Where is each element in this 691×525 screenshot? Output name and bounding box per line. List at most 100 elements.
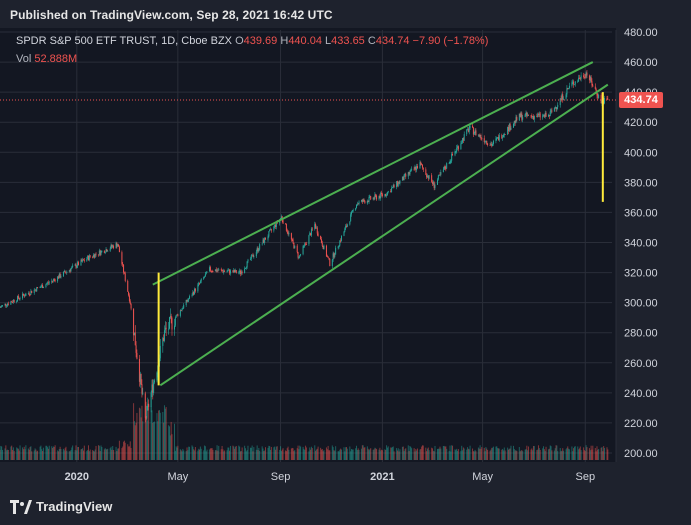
candle-body <box>17 296 19 302</box>
candle-body <box>214 269 216 272</box>
volume-bar <box>0 445 2 460</box>
volume-bar <box>495 446 497 460</box>
volume-bar <box>486 448 488 460</box>
volume-bar <box>521 450 523 460</box>
candle-body <box>193 292 195 295</box>
volume-bar <box>286 448 288 460</box>
volume-bar <box>94 449 96 460</box>
candle-body <box>606 98 608 99</box>
candle-body <box>83 260 85 261</box>
volume-bar <box>425 447 427 460</box>
candle-body <box>39 287 41 288</box>
volume-bar <box>415 449 417 460</box>
candle-body <box>69 270 71 272</box>
volume-bar <box>139 408 141 460</box>
candle-body <box>255 251 257 257</box>
volume-bar <box>302 446 304 460</box>
candle-body <box>361 199 363 202</box>
candle-body <box>232 270 234 273</box>
candle-body <box>468 128 470 132</box>
candle-body <box>239 270 241 273</box>
volume-bar <box>263 451 265 460</box>
candle-body <box>568 85 570 89</box>
volume-bar <box>508 448 510 460</box>
candle-body <box>392 185 394 188</box>
candle-body <box>30 290 32 295</box>
volume-bar <box>93 451 95 460</box>
volume-bar <box>329 450 331 460</box>
open-label: O <box>235 35 244 47</box>
candle-body <box>52 280 54 282</box>
candle-body <box>589 76 591 81</box>
candle-body <box>454 151 456 156</box>
tradingview-logo[interactable]: TradingView <box>10 499 112 514</box>
volume-bar <box>467 448 469 460</box>
volume-bar <box>548 449 550 460</box>
volume-bar <box>66 450 68 460</box>
volume-bar <box>282 448 284 460</box>
volume-bar <box>17 448 19 460</box>
volume-bar <box>226 450 228 460</box>
candle-body <box>244 268 246 269</box>
candle-body <box>251 254 253 256</box>
volume-bar <box>48 445 50 460</box>
candle-body <box>508 123 510 132</box>
candle-body <box>258 249 260 252</box>
candle-body <box>536 116 538 118</box>
candle-body <box>397 182 399 186</box>
candle-body <box>551 110 553 112</box>
volume-bar <box>431 447 433 460</box>
volume-bar <box>555 445 557 460</box>
candle-body <box>176 314 178 316</box>
last-price-tag: 434.74 <box>619 92 663 108</box>
volume-bar <box>204 446 206 460</box>
volume-bar <box>490 449 492 460</box>
volume-bar <box>187 450 189 460</box>
volume-bar <box>501 449 503 460</box>
volume-bar <box>414 451 416 460</box>
x-tick-label: Sep <box>575 471 595 483</box>
volume-bar <box>232 445 234 460</box>
volume-bar <box>124 442 126 460</box>
candle-body <box>463 134 465 141</box>
volume-bar <box>299 445 301 460</box>
volume-bar <box>463 448 465 460</box>
candle-body <box>298 256 300 258</box>
volume-bar <box>311 448 313 460</box>
candle-body <box>45 284 47 288</box>
candle-body <box>171 318 173 330</box>
low-label: L <box>325 35 332 47</box>
candle-body <box>426 174 428 178</box>
volume-bar <box>64 448 66 460</box>
volume-bar <box>252 451 254 460</box>
volume-bar <box>580 450 582 460</box>
candle-body <box>351 211 353 215</box>
volume-bar <box>244 445 246 460</box>
candle-body <box>104 252 106 254</box>
volume-bar <box>69 451 71 460</box>
y-tick-label: 400.00 <box>624 147 658 159</box>
candle-body <box>492 144 494 146</box>
candle-body <box>133 308 135 336</box>
candle-body <box>37 287 39 289</box>
volume-bar <box>7 449 9 460</box>
candle-body <box>224 270 226 272</box>
volume-bar <box>165 407 167 460</box>
candle-body <box>75 264 77 268</box>
candle-body <box>180 310 182 312</box>
candle-body <box>565 94 567 99</box>
candle-body <box>349 221 351 225</box>
candle-body <box>573 81 575 85</box>
candle-body <box>600 94 602 104</box>
candle-body <box>527 114 529 116</box>
candle-body <box>522 117 524 120</box>
y-tick-label: 420.00 <box>624 117 658 129</box>
volume-bar <box>1 446 3 460</box>
candle-body <box>502 137 504 139</box>
candle-body <box>583 76 585 78</box>
volume-bar <box>416 450 418 460</box>
volume-bar <box>361 445 363 460</box>
volume-bar <box>180 450 182 460</box>
volume-bar <box>562 448 564 460</box>
